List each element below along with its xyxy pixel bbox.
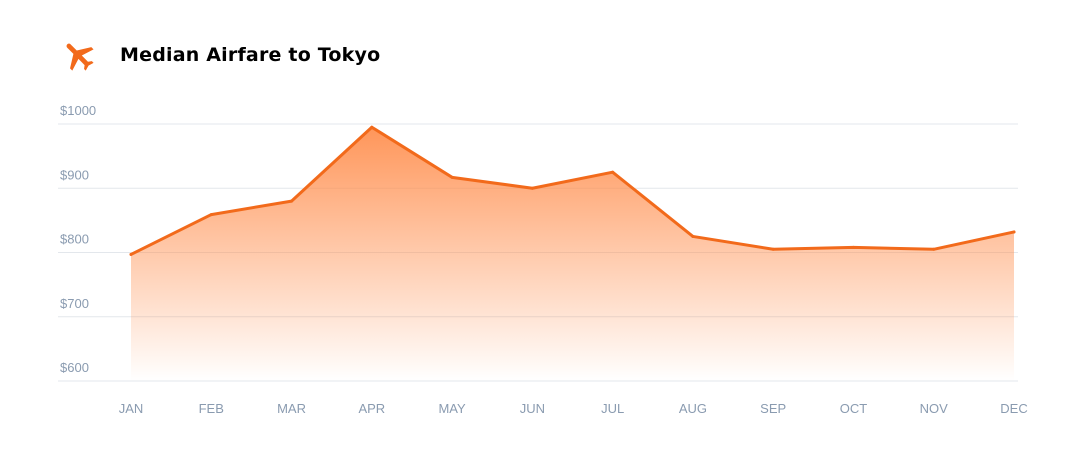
y-tick-label: $1000 bbox=[60, 103, 96, 118]
data-point-feb bbox=[209, 213, 213, 217]
y-tick-label: $700 bbox=[60, 296, 89, 311]
y-tick-label: $900 bbox=[60, 167, 89, 182]
series-line-layer bbox=[129, 125, 1016, 256]
x-tick-label: OCT bbox=[840, 401, 868, 416]
x-axis-ticks: JAN FEB MAR APR MAY JUN JUL AUG SEP OCT NOV DEC bbox=[119, 401, 1028, 416]
x-tick-label: MAY bbox=[438, 401, 466, 416]
chart-title: Median Airfare to Tokyo bbox=[120, 44, 381, 66]
x-tick-label: FEB bbox=[199, 401, 224, 416]
data-point-sep bbox=[771, 247, 775, 251]
data-point-jul bbox=[611, 170, 615, 174]
data-point-mar bbox=[290, 199, 294, 203]
y-axis-ticks: $1000 $900 $800 $700 $600 bbox=[60, 103, 96, 375]
x-tick-label: SEP bbox=[760, 401, 786, 416]
x-tick-label: APR bbox=[358, 401, 385, 416]
data-point-oct bbox=[851, 245, 855, 249]
data-point-may bbox=[450, 175, 454, 179]
y-tick-label: $600 bbox=[60, 360, 89, 375]
y-tick-label: $800 bbox=[60, 232, 89, 247]
data-point-dec bbox=[1012, 230, 1016, 234]
x-tick-label: AUG bbox=[679, 401, 707, 416]
airplane-icon bbox=[60, 36, 98, 74]
x-tick-label: NOV bbox=[920, 401, 949, 416]
area-fill bbox=[131, 127, 1014, 382]
x-tick-label: JAN bbox=[119, 401, 144, 416]
series-line bbox=[129, 125, 1016, 256]
data-point-aug bbox=[691, 234, 695, 238]
chart-header: Median Airfare to Tokyo bbox=[60, 36, 380, 74]
x-tick-label: MAR bbox=[277, 401, 306, 416]
data-point-jan bbox=[129, 252, 133, 256]
data-point-nov bbox=[932, 247, 936, 251]
area-fill-layer bbox=[131, 127, 1014, 382]
x-tick-label: JUN bbox=[520, 401, 545, 416]
data-point-jun bbox=[530, 186, 534, 190]
x-tick-label: JUL bbox=[601, 401, 624, 416]
x-tick-label: DEC bbox=[1000, 401, 1027, 416]
data-point-apr bbox=[370, 125, 374, 129]
